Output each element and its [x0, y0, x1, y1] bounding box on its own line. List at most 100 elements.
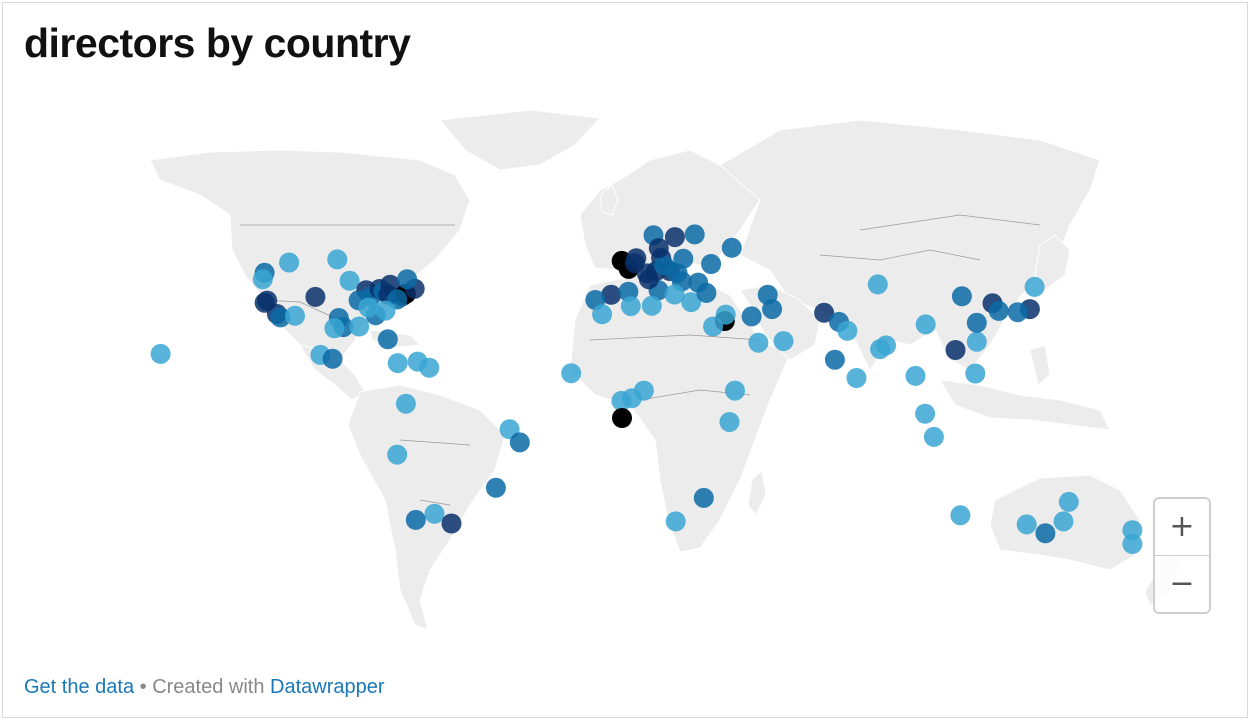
director-symbol-94[interactable]: [945, 340, 966, 360]
director-symbol-78[interactable]: [703, 316, 724, 337]
director-symbol-9[interactable]: [305, 286, 326, 307]
director-symbol-116[interactable]: [1058, 491, 1079, 512]
country-borders: [240, 214, 1041, 506]
director-symbol-34[interactable]: [387, 353, 408, 374]
director-symbol-7[interactable]: [270, 307, 291, 328]
director-symbol-87[interactable]: [846, 368, 867, 388]
director-symbol-13[interactable]: [349, 316, 370, 337]
director-symbol-56[interactable]: [638, 269, 659, 290]
director-symbol-89[interactable]: [876, 335, 896, 356]
zoom-separator: [1155, 555, 1209, 556]
zoom-in-button[interactable]: +: [1155, 499, 1209, 555]
datawrapper-link[interactable]: Datawrapper: [270, 676, 385, 698]
land-africa: [569, 274, 791, 553]
director-symbol-108[interactable]: [633, 380, 654, 401]
director-symbol-64[interactable]: [684, 224, 705, 245]
director-symbol-96[interactable]: [966, 312, 987, 333]
director-symbol-91[interactable]: [915, 403, 936, 424]
director-symbol-114[interactable]: [950, 505, 971, 526]
director-symbol-61[interactable]: [664, 227, 685, 248]
director-symbol-12[interactable]: [324, 318, 345, 339]
director-symbol-71[interactable]: [664, 284, 685, 305]
director-symbol-8[interactable]: [285, 305, 305, 326]
director-symbol-119[interactable]: [1122, 520, 1143, 541]
director-symbol-98[interactable]: [915, 314, 936, 335]
director-symbol-36[interactable]: [419, 357, 440, 378]
director-symbol-86[interactable]: [824, 349, 845, 370]
director-symbol-79[interactable]: [741, 306, 762, 327]
director-symbol-104[interactable]: [867, 274, 888, 295]
director-symbol-0[interactable]: [150, 343, 171, 364]
director-symbol-118[interactable]: [1016, 514, 1037, 535]
director-symbol-46[interactable]: [601, 284, 622, 305]
director-symbol-111[interactable]: [612, 408, 632, 428]
director-symbol-44[interactable]: [441, 513, 462, 534]
director-symbol-63[interactable]: [648, 238, 669, 259]
land-madagascar: [747, 468, 767, 516]
director-symbol-109[interactable]: [719, 412, 740, 432]
director-symbol-110[interactable]: [725, 380, 745, 401]
director-symbol-19[interactable]: [358, 297, 379, 318]
land-uk: [599, 184, 619, 216]
zoom-control: + −: [1153, 497, 1211, 614]
director-symbol-69[interactable]: [681, 292, 702, 313]
director-symbol-120[interactable]: [1122, 534, 1143, 554]
director-symbol-70[interactable]: [696, 282, 717, 303]
director-symbol-102[interactable]: [1007, 302, 1028, 323]
director-symbol-29[interactable]: [377, 329, 398, 350]
director-symbol-37[interactable]: [395, 393, 416, 414]
director-symbol-60[interactable]: [654, 255, 674, 276]
border-south-america: [399, 439, 471, 506]
director-symbol-74[interactable]: [592, 304, 613, 325]
director-symbol-77[interactable]: [715, 304, 736, 325]
director-symbol-72[interactable]: [620, 296, 641, 317]
director-symbol-3[interactable]: [279, 252, 300, 273]
land-north-america: [149, 149, 471, 361]
land-south-america: [347, 384, 506, 631]
land-layer: [149, 109, 1181, 631]
director-symbol-42[interactable]: [424, 503, 445, 524]
footer-separator-text: • Created with: [134, 676, 271, 698]
director-symbol-103[interactable]: [1024, 276, 1045, 297]
director-symbol-106[interactable]: [561, 363, 582, 384]
director-symbol-100[interactable]: [988, 300, 1009, 321]
director-symbol-40[interactable]: [509, 432, 530, 453]
land-indonesia: [939, 379, 1111, 431]
director-symbols[interactable]: [150, 224, 1143, 554]
director-symbol-43[interactable]: [405, 509, 426, 530]
director-symbol-93[interactable]: [965, 363, 986, 384]
border-china-north: [859, 214, 1041, 231]
director-symbol-30[interactable]: [327, 249, 348, 270]
director-symbol-112[interactable]: [693, 487, 714, 508]
director-symbol-33[interactable]: [322, 348, 343, 369]
director-symbol-97[interactable]: [951, 286, 972, 307]
director-symbol-113[interactable]: [665, 511, 686, 532]
director-symbol-65[interactable]: [721, 237, 742, 258]
get-data-link[interactable]: Get the data: [24, 676, 135, 698]
director-symbol-41[interactable]: [485, 477, 506, 498]
land-philippines: [1029, 344, 1051, 386]
director-symbol-81[interactable]: [748, 332, 769, 353]
director-symbol-80[interactable]: [762, 299, 783, 320]
director-symbol-83[interactable]: [814, 302, 835, 323]
director-symbol-59[interactable]: [673, 248, 694, 269]
land-greenland: [439, 109, 602, 171]
director-symbol-115[interactable]: [1053, 511, 1074, 532]
director-symbol-66[interactable]: [701, 254, 722, 274]
director-symbol-117[interactable]: [1035, 523, 1056, 544]
director-symbol-85[interactable]: [837, 320, 858, 341]
director-symbol-2[interactable]: [252, 269, 273, 290]
director-symbol-92[interactable]: [923, 426, 944, 447]
director-symbol-31[interactable]: [375, 300, 396, 321]
director-symbol-38[interactable]: [387, 444, 408, 465]
director-symbol-73[interactable]: [641, 295, 662, 316]
director-symbol-27[interactable]: [397, 269, 418, 290]
director-symbol-14[interactable]: [339, 270, 360, 291]
director-symbol-107[interactable]: [611, 390, 632, 411]
director-symbol-82[interactable]: [773, 331, 794, 352]
chart-footer: Get the data • Created with Datawrapper: [24, 676, 385, 699]
director-symbol-95[interactable]: [966, 331, 987, 352]
zoom-out-button[interactable]: −: [1155, 556, 1209, 612]
director-symbol-90[interactable]: [905, 365, 926, 386]
